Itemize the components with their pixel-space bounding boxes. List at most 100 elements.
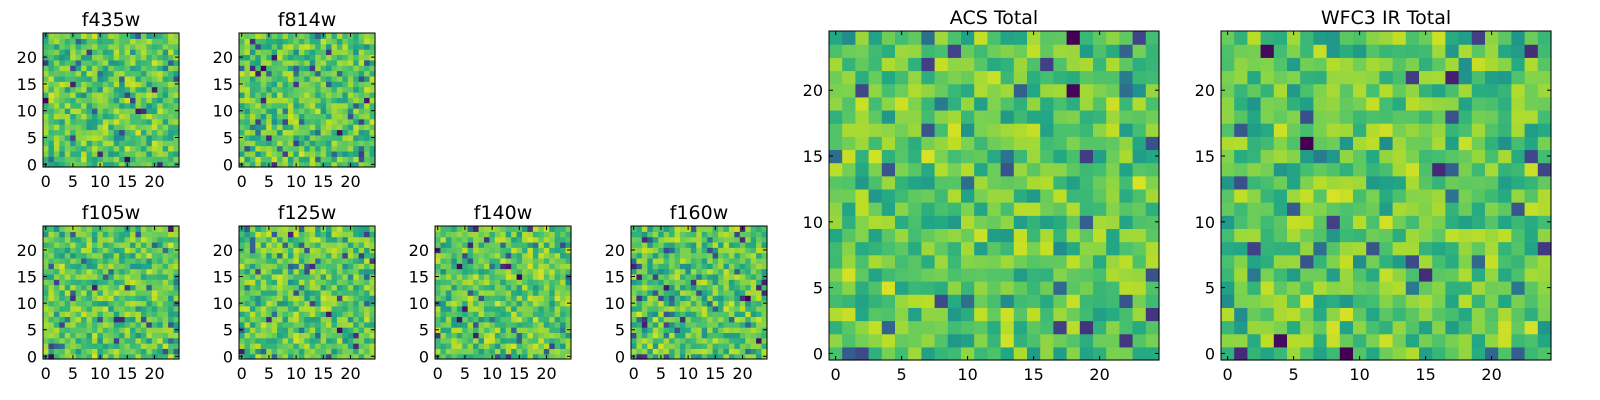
heatmap-cell bbox=[462, 252, 469, 259]
heatmap-cell bbox=[494, 257, 501, 264]
heatmap-cell bbox=[1379, 162, 1394, 177]
heatmap-cell bbox=[86, 327, 93, 333]
heatmap-cell bbox=[304, 70, 311, 77]
heatmap-cell bbox=[961, 241, 975, 256]
heatmap-cell bbox=[483, 311, 490, 318]
heatmap-cell bbox=[685, 295, 692, 302]
heatmap-cell bbox=[855, 267, 870, 282]
heatmap-cell bbox=[554, 337, 561, 344]
heatmap-cell bbox=[102, 236, 109, 243]
heatmap-cell bbox=[347, 150, 354, 157]
heatmap-cell bbox=[868, 346, 883, 361]
heatmap-cell bbox=[467, 284, 474, 291]
heatmap-cell bbox=[1260, 215, 1275, 229]
heatmap-cell bbox=[135, 33, 142, 39]
heatmap-cell bbox=[331, 327, 338, 333]
heatmap-cell bbox=[1485, 281, 1499, 295]
heatmap-cell bbox=[173, 343, 180, 349]
heatmap-cell bbox=[1445, 202, 1460, 216]
heatmap-cell bbox=[287, 295, 294, 302]
heatmap-cell bbox=[151, 311, 158, 318]
heatmap-cell bbox=[532, 295, 539, 302]
heatmap-cell bbox=[342, 226, 349, 232]
heatmap-cell bbox=[1247, 281, 1262, 295]
heatmap-cell bbox=[445, 252, 452, 259]
heatmap-cell bbox=[750, 241, 757, 248]
heatmap-cell bbox=[86, 284, 93, 291]
heatmap-cell bbox=[478, 289, 485, 296]
heatmap-cell bbox=[701, 247, 708, 254]
heatmap-cell bbox=[86, 257, 93, 264]
heatmap-cell bbox=[505, 327, 512, 333]
heatmap-cell bbox=[298, 161, 305, 168]
heatmap-cell bbox=[451, 311, 458, 318]
heatmap-cell bbox=[868, 281, 883, 295]
heatmap-cell bbox=[298, 231, 305, 238]
heatmap-cell bbox=[287, 140, 294, 147]
heatmap-cell bbox=[173, 86, 180, 93]
heatmap-cell bbox=[271, 145, 278, 152]
heatmap-cell bbox=[641, 226, 648, 232]
heatmap-cell bbox=[1471, 307, 1486, 322]
heatmap-cell bbox=[895, 57, 909, 72]
heatmap-cell bbox=[157, 49, 164, 56]
heatmap-cell bbox=[565, 321, 572, 328]
heatmap-cell bbox=[921, 307, 936, 322]
heatmap-cell bbox=[97, 108, 104, 114]
heatmap-cell bbox=[119, 353, 126, 360]
heatmap-cell bbox=[151, 321, 158, 328]
heatmap-cell bbox=[1040, 202, 1054, 216]
heatmap-cell bbox=[135, 65, 142, 72]
heatmap-cell bbox=[1106, 31, 1120, 45]
heatmap-cell bbox=[358, 257, 365, 264]
heatmap-cell bbox=[173, 348, 180, 355]
heatmap-cell bbox=[456, 348, 463, 355]
heatmap-cell bbox=[353, 236, 360, 243]
heatmap-cell bbox=[685, 252, 692, 259]
heatmap-cell bbox=[347, 279, 354, 286]
heatmap-cell bbox=[75, 231, 82, 238]
heatmap-cell bbox=[652, 316, 659, 323]
axes-frame bbox=[434, 225, 572, 360]
heatmap-cell bbox=[347, 241, 354, 248]
heatmap-cell bbox=[532, 273, 539, 280]
heatmap-cell bbox=[70, 65, 77, 72]
heatmap-cell bbox=[282, 236, 289, 243]
heatmap-cell bbox=[102, 33, 109, 39]
heatmap-cell bbox=[516, 332, 523, 339]
heatmap-cell bbox=[157, 305, 164, 312]
heatmap-cell bbox=[353, 134, 360, 141]
heatmap-cell bbox=[277, 236, 284, 243]
heatmap-cell bbox=[974, 162, 988, 177]
heatmap-cell bbox=[440, 300, 447, 307]
heatmap-cell bbox=[1432, 307, 1446, 322]
heatmap-cell bbox=[146, 140, 153, 147]
heatmap-cell bbox=[1392, 228, 1407, 243]
heatmap-cell bbox=[1053, 31, 1068, 45]
heatmap-cell bbox=[353, 70, 360, 77]
heatmap-cell bbox=[309, 343, 316, 349]
heatmap-cell bbox=[298, 156, 305, 163]
heatmap-cell bbox=[1040, 175, 1054, 190]
heatmap-cell bbox=[315, 150, 322, 157]
heatmap-cell bbox=[353, 241, 360, 248]
heatmap-cell bbox=[135, 113, 142, 120]
heatmap-cell bbox=[135, 75, 142, 82]
x-tick-label: 15 bbox=[313, 364, 333, 383]
heatmap-cell bbox=[244, 102, 251, 109]
heatmap-cell bbox=[320, 150, 327, 157]
heatmap-cell bbox=[679, 337, 686, 344]
heatmap-cell bbox=[81, 247, 88, 254]
heatmap-cell bbox=[1419, 228, 1433, 243]
x-tick-label: 0 bbox=[41, 364, 51, 383]
heatmap-cell bbox=[1247, 215, 1262, 229]
heatmap-cell bbox=[467, 348, 474, 355]
heatmap-cell bbox=[75, 97, 82, 104]
heatmap-cell bbox=[86, 70, 93, 77]
heatmap-cell bbox=[113, 86, 120, 93]
heatmap-cell bbox=[358, 118, 365, 125]
heatmap-cell bbox=[43, 343, 50, 349]
heatmap-cell bbox=[130, 311, 137, 318]
heatmap-cell bbox=[701, 263, 708, 270]
heatmap-cell bbox=[48, 102, 55, 109]
